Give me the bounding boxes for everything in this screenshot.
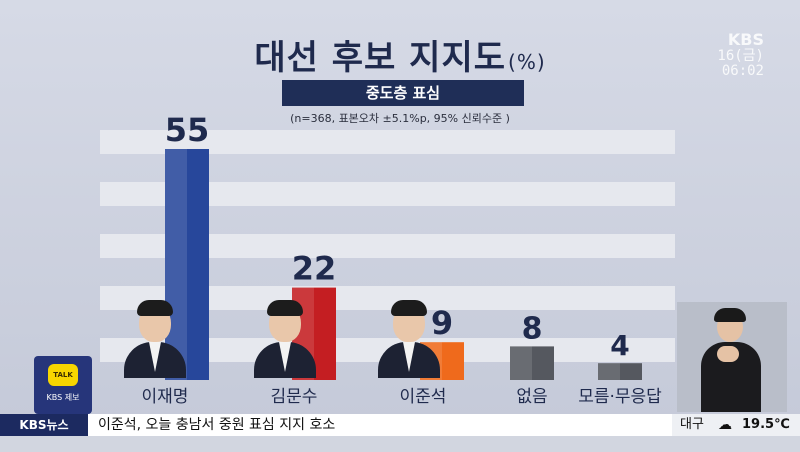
category-label-0: 이재명 bbox=[142, 387, 189, 407]
kakao-report-badge[interactable]: TALK KBS 제보 bbox=[34, 356, 92, 414]
weather-temp: 19.5℃ bbox=[742, 417, 790, 432]
chart-title: 대선 후보 지지도 (%) bbox=[0, 30, 800, 79]
broadcast-date: 16(금) bbox=[717, 48, 764, 64]
title-unit: (%) bbox=[508, 50, 546, 74]
kbs-logo: KBS bbox=[727, 30, 764, 49]
bar-value-label-1: 22 bbox=[292, 250, 337, 288]
subtitle-text: 중도층 표심 bbox=[365, 84, 441, 102]
category-label-3: 없음 bbox=[516, 387, 547, 407]
ticker-tag: KBS뉴스 bbox=[0, 414, 88, 436]
talk-icon: TALK bbox=[48, 364, 78, 386]
category-label-2: 이준석 bbox=[400, 387, 447, 407]
cloud-icon: ☁ bbox=[718, 417, 732, 433]
bottom-strip bbox=[0, 436, 800, 452]
broadcaster-watermark: KBS 16(금) 06:02 bbox=[717, 30, 764, 79]
ticker-headline: 이준석, 오늘 충남서 중원 표심 지지 호소 bbox=[98, 417, 336, 433]
bar-sheen-3 bbox=[510, 346, 532, 380]
title-text: 대선 후보 지지도 bbox=[254, 38, 507, 78]
bar-value-label-0: 55 bbox=[165, 111, 210, 149]
weather-city: 대구 bbox=[680, 417, 704, 432]
bar-value-label-3: 8 bbox=[522, 311, 543, 346]
subtitle-box: 중도층 표심 bbox=[282, 80, 524, 106]
bar-4 bbox=[598, 363, 642, 380]
survey-note: (n=368, 표본오차 ±5.1%p, 95% 신뢰수준 ) bbox=[290, 112, 510, 125]
bar-0 bbox=[165, 149, 209, 380]
category-label-1: 김문수 bbox=[271, 387, 318, 407]
report-label: KBS 제보 bbox=[46, 393, 80, 402]
bar-3 bbox=[510, 346, 554, 380]
candidate-portrait-lee-junseok bbox=[376, 298, 442, 378]
category-label-4: 모름·무응답 bbox=[578, 387, 662, 407]
broadcast-time: 06:02 bbox=[721, 63, 764, 79]
candidate-portrait-lee-jaemyung bbox=[122, 298, 188, 378]
candidate-portrait-kim-moonsoo bbox=[252, 298, 318, 378]
news-ticker: KBS뉴스 이준석, 오늘 충남서 중원 표심 지지 호소 대구 ☁ 19.5℃ bbox=[0, 414, 800, 436]
sign-language-interpreter bbox=[677, 302, 787, 412]
bar-sheen-4 bbox=[598, 363, 620, 380]
weather-box: 대구 ☁ 19.5℃ bbox=[672, 414, 800, 436]
bar-value-label-2: 9 bbox=[431, 304, 453, 342]
bar-value-label-4: 4 bbox=[610, 329, 629, 362]
